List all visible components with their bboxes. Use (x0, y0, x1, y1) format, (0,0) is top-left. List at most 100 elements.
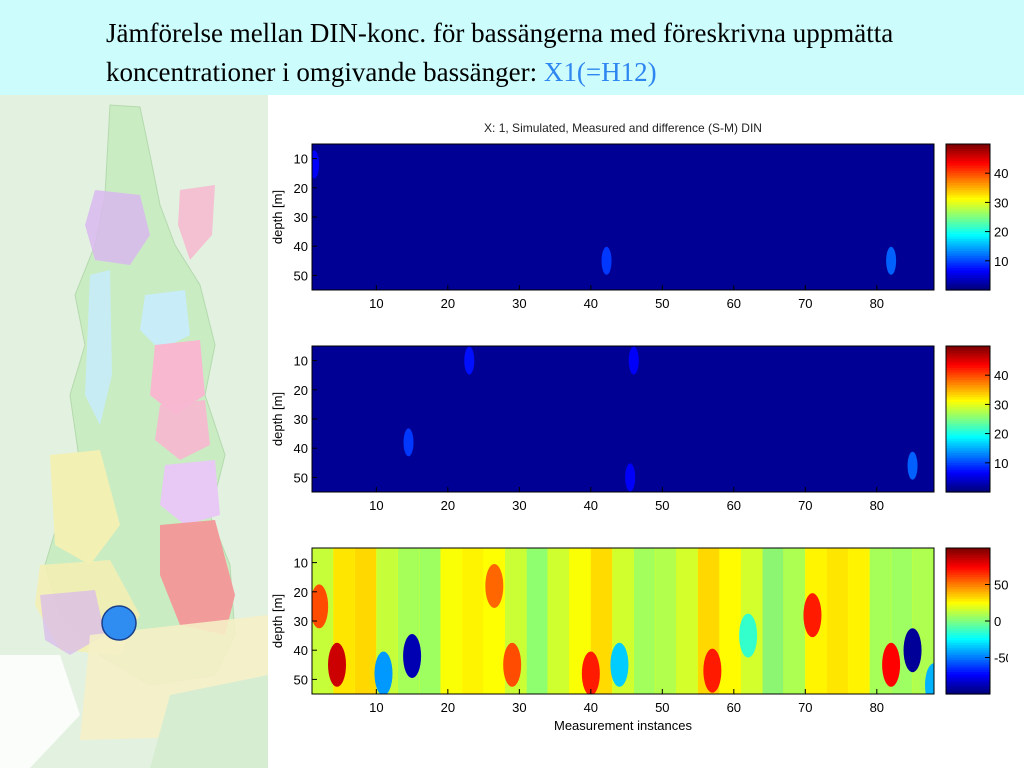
heatmap-field (312, 346, 934, 492)
colorbar-step (946, 168, 990, 172)
colorbar-step (946, 550, 990, 554)
colorbar-step (946, 664, 990, 668)
colorbar-step (946, 182, 990, 186)
chart-title: X: 1, Simulated, Measured and difference… (484, 121, 762, 135)
colorbar-step (946, 406, 990, 410)
colorbar-step (946, 669, 990, 673)
heatmap-background (312, 144, 934, 290)
colorbar-step (946, 270, 990, 274)
heatmap-panel-2: 10 20 30 40 50 10 20 30 40 50 60 70 80 depth [m] 100 20… (270, 345, 1016, 513)
colorbar-step (946, 594, 990, 598)
colorbar-step (946, 148, 990, 152)
x-tick-label: 70 (798, 498, 812, 513)
heatmap-feature (328, 642, 347, 687)
colorbar-step (946, 253, 990, 257)
colorbar-step (946, 645, 990, 649)
colorbar-step (946, 623, 990, 627)
colorbar-step (946, 421, 990, 425)
x-tick-label: 30 (512, 700, 526, 715)
colorbar-step (946, 659, 990, 663)
colorbar-tick-label: 400 (994, 368, 1008, 383)
colorbar-step (946, 377, 990, 381)
colorbar-step (946, 272, 990, 276)
y-tick-label: 40 (294, 239, 308, 254)
colorbar-step (946, 156, 990, 160)
heatmap-band (676, 548, 698, 694)
colorbar: 100 200 300 400 (945, 143, 1016, 291)
colorbar-step (946, 438, 990, 442)
colorbar-step (946, 372, 990, 376)
x-tick-label: 70 (798, 296, 812, 311)
heatmap-band (354, 548, 377, 694)
colorbar-step (946, 472, 990, 476)
colorbar-step (946, 577, 990, 581)
colorbar-step (946, 190, 990, 194)
colorbar-step (946, 436, 990, 440)
x-tick-label: 80 (870, 498, 884, 513)
heatmap-feature (464, 346, 475, 375)
y-tick-label: 20 (294, 383, 308, 398)
colorbar-step (946, 638, 990, 642)
heatmap-feature (312, 150, 320, 179)
heatmap-feature (703, 648, 722, 693)
colorbar-step (946, 474, 990, 478)
colorbar-step (946, 260, 990, 264)
colorbar-step (946, 691, 990, 695)
colorbar-step (946, 482, 990, 486)
colorbar-step (946, 448, 990, 452)
colorbar-step (946, 603, 990, 607)
colorbar-step (946, 601, 990, 605)
colorbar-step (946, 234, 990, 238)
colorbar-tick-label: 0 (994, 614, 1001, 629)
colorbar-step (946, 192, 990, 196)
x-tick-label: 80 (870, 700, 884, 715)
colorbar-step (946, 153, 990, 157)
colorbar-step (946, 565, 990, 569)
colorbar-step (946, 248, 990, 252)
colorbar-step (946, 479, 990, 483)
colorbar-step (946, 684, 990, 688)
colorbar-step (946, 146, 990, 150)
colorbar-step (946, 158, 990, 162)
heatmap-band (633, 548, 655, 694)
colorbar-step (946, 416, 990, 420)
colorbar-step (946, 662, 990, 666)
colorbar-step (946, 170, 990, 174)
y-tick-label: 40 (294, 643, 308, 658)
colorbar-step (946, 557, 990, 561)
colorbar-step (946, 655, 990, 659)
colorbar-step (946, 217, 990, 221)
colorbar-step (946, 567, 990, 571)
colorbar-step (946, 470, 990, 474)
basin-map (0, 95, 268, 768)
y-tick-label: 50 (294, 268, 308, 283)
colorbar-step (946, 618, 990, 622)
colorbar-step (946, 681, 990, 685)
heatmap-background (312, 346, 934, 492)
colorbar-step (946, 628, 990, 632)
colorbar-step (946, 409, 990, 413)
heatmap-feature (882, 642, 901, 687)
x-axis-label: Measurement instances (554, 718, 693, 733)
colorbar-step (946, 467, 990, 471)
colorbar-step (946, 450, 990, 454)
colorbar-tick-label: 300 (994, 397, 1008, 412)
x-tick-label: 40 (584, 296, 598, 311)
y-tick-label: 20 (294, 585, 308, 600)
x-tick-label: 20 (441, 700, 455, 715)
colorbar-tick-label: 200 (994, 427, 1008, 442)
colorbar-step (946, 548, 990, 552)
colorbar-step (946, 484, 990, 488)
y-axis-label: depth [m] (270, 190, 285, 244)
colorbar-step (946, 238, 990, 242)
colorbar-step (946, 596, 990, 600)
colorbar-step (946, 560, 990, 564)
colorbar-tick-label: 400 (994, 166, 1008, 181)
colorbar-step (946, 399, 990, 403)
colorbar-step (946, 277, 990, 281)
colorbar-step (946, 187, 990, 191)
colorbar-tick-label: 200 (994, 225, 1008, 240)
colorbar-frame (945, 345, 991, 493)
y-tick-label: 30 (294, 210, 308, 225)
slide-title-main: Jämförelse mellan DIN-konc. för bassänge… (106, 18, 894, 87)
